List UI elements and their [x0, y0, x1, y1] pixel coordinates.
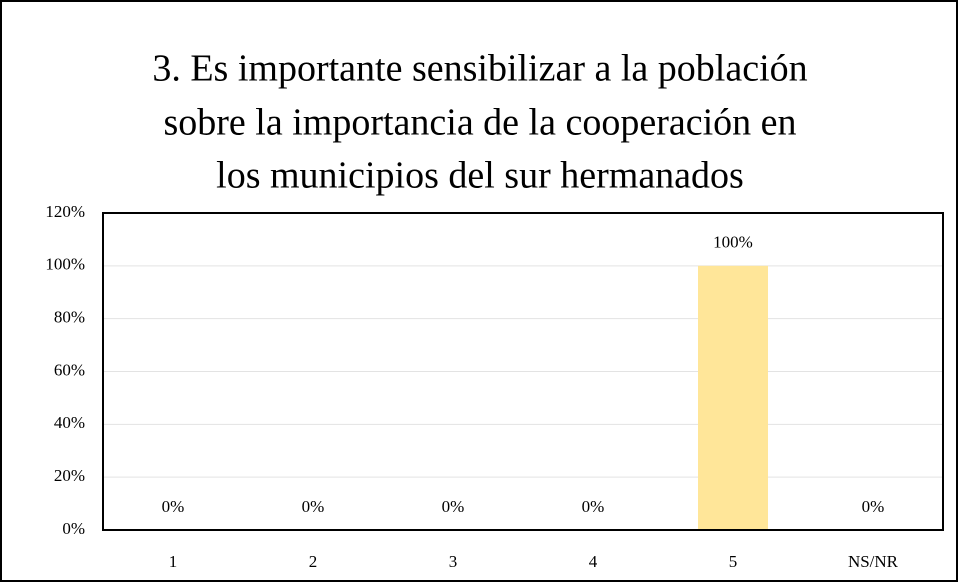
- data-label: 0%: [582, 497, 605, 516]
- data-label: 0%: [302, 497, 325, 516]
- data-label: 0%: [162, 497, 185, 516]
- x-tick-label: 5: [729, 552, 738, 571]
- x-tick-label: 2: [309, 552, 318, 571]
- chart-title: 3. Es importante sensibilizar a la pobla…: [152, 48, 807, 90]
- y-tick-label: 100%: [45, 255, 85, 274]
- data-label: 0%: [862, 497, 885, 516]
- y-tick-label: 60%: [54, 360, 85, 379]
- data-label: 100%: [713, 233, 753, 252]
- x-tick-label: 1: [169, 552, 178, 571]
- y-tick-label: 0%: [62, 519, 85, 538]
- x-tick-label: NS/NR: [848, 552, 899, 571]
- x-tick-label: 4: [589, 552, 598, 571]
- data-label: 0%: [442, 497, 465, 516]
- x-tick-label: 3: [449, 552, 458, 571]
- chart-title: sobre la importancia de la cooperación e…: [163, 102, 796, 144]
- plot-border: [102, 212, 944, 531]
- chart-title: los municipios del sur hermanados: [216, 155, 744, 197]
- bar: [698, 265, 768, 530]
- y-tick-label: 120%: [45, 202, 85, 221]
- y-tick-label: 40%: [54, 413, 85, 432]
- y-tick-label: 80%: [54, 308, 85, 327]
- y-tick-label: 20%: [54, 466, 85, 485]
